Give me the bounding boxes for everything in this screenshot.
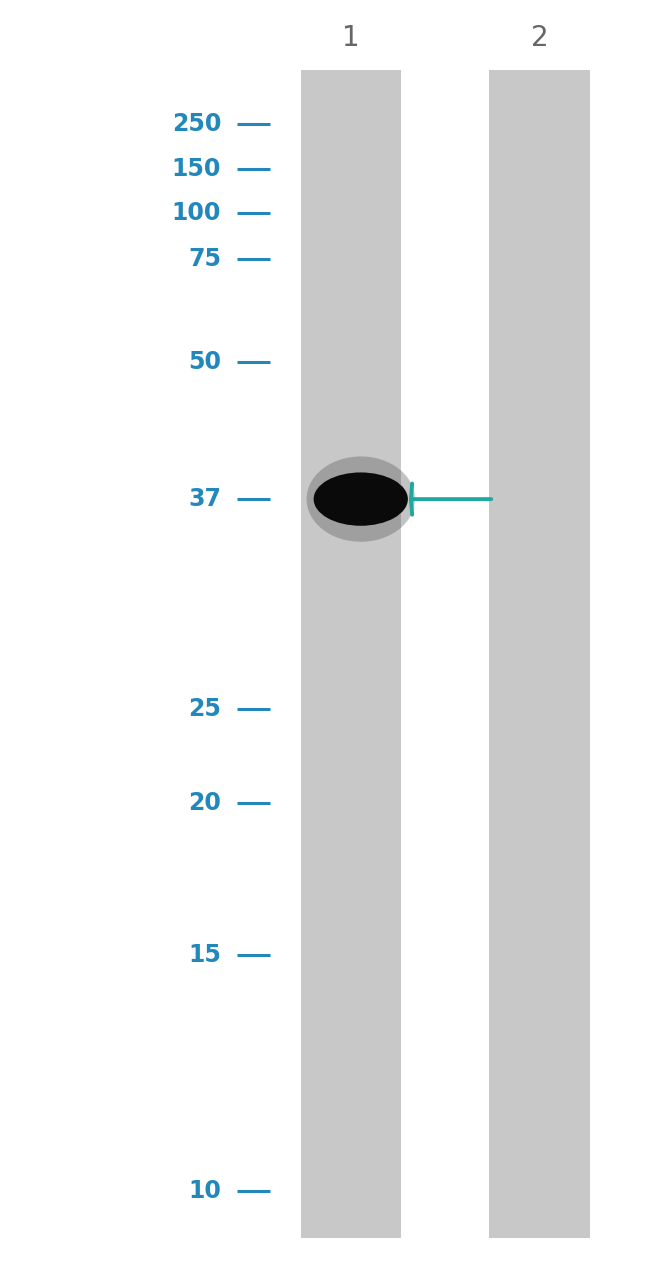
Text: 150: 150 <box>172 157 221 180</box>
Ellipse shape <box>307 456 415 542</box>
Text: 2: 2 <box>530 24 549 52</box>
Text: 15: 15 <box>188 944 221 966</box>
Bar <box>489 70 590 1238</box>
Text: 37: 37 <box>188 488 221 511</box>
Text: 25: 25 <box>188 697 221 720</box>
Text: 10: 10 <box>188 1180 221 1203</box>
Text: 1: 1 <box>342 24 360 52</box>
Text: 20: 20 <box>188 791 221 814</box>
Text: 100: 100 <box>172 202 221 225</box>
Text: 75: 75 <box>188 248 221 271</box>
Ellipse shape <box>314 472 408 526</box>
Text: 50: 50 <box>188 351 221 373</box>
Text: 250: 250 <box>172 113 221 136</box>
Bar <box>300 70 402 1238</box>
